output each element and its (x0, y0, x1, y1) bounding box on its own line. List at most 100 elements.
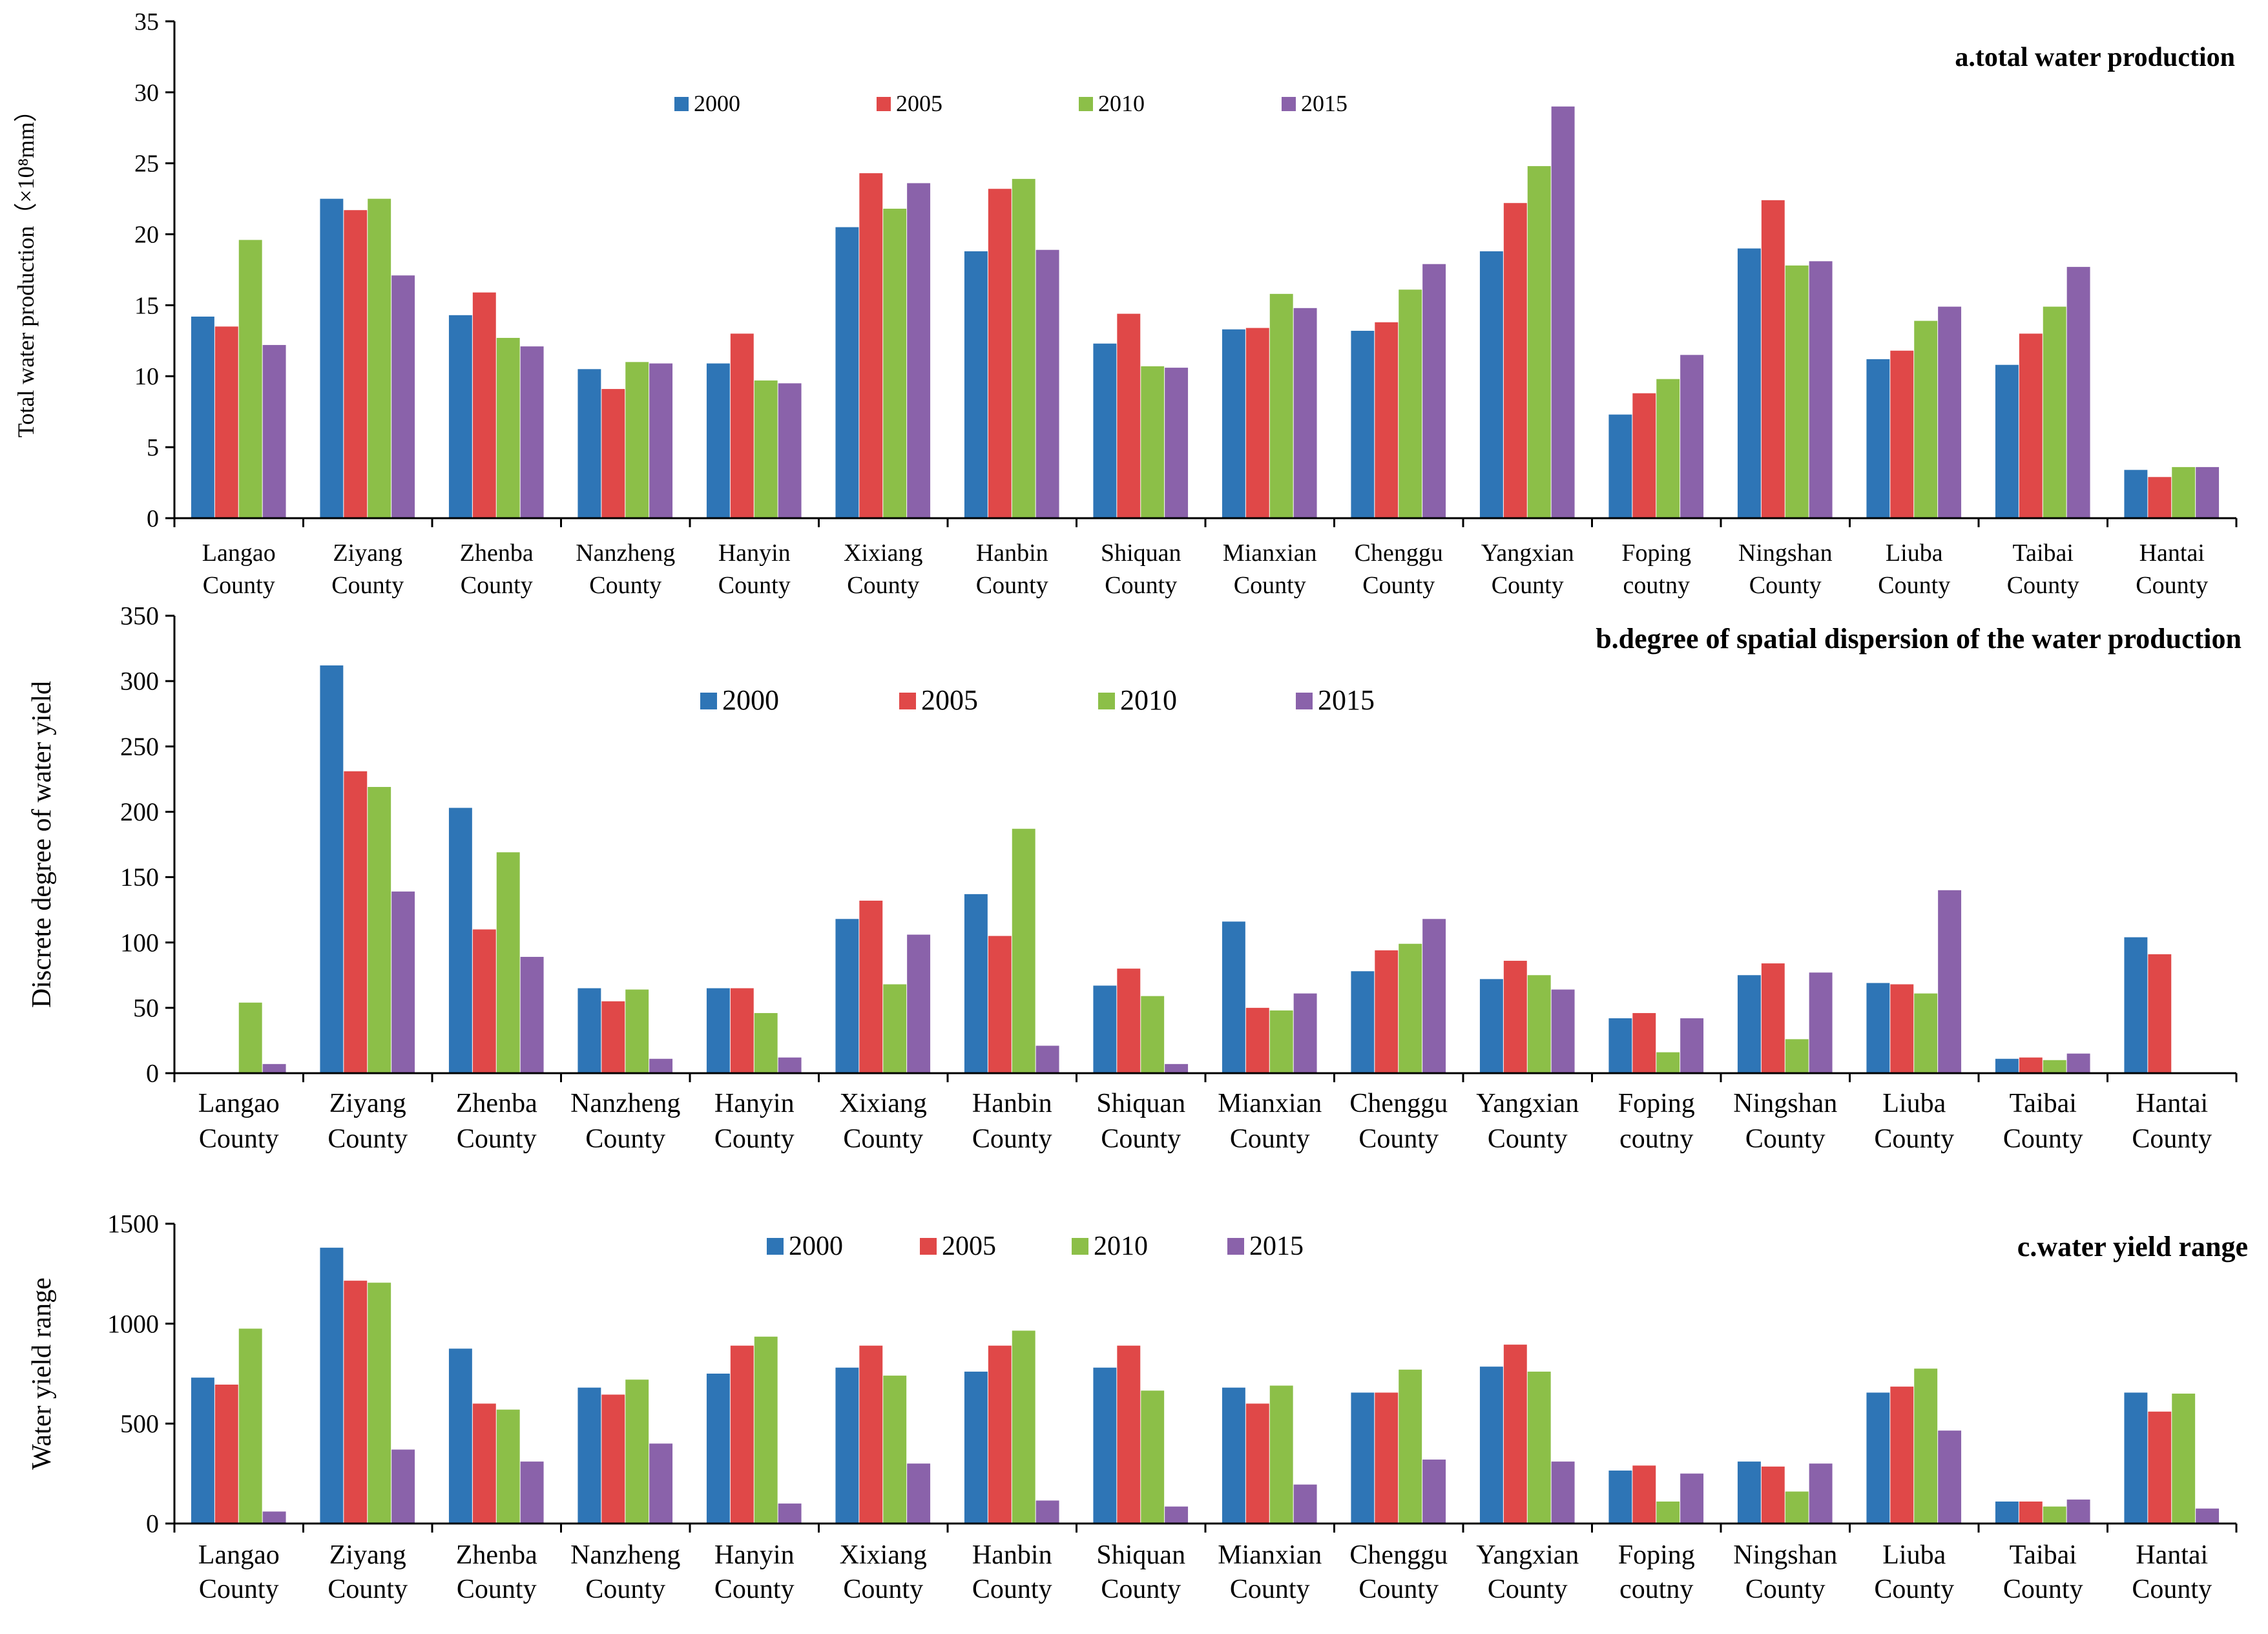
x-category-label-line2: County (1362, 572, 1435, 599)
bar-2010-hantai (2172, 1393, 2196, 1524)
x-category-label: Liuba (1882, 1089, 1946, 1118)
legend-label-2005: 2005 (942, 1231, 996, 1261)
bar-2005-foping (1632, 1465, 1656, 1524)
x-category-label: Ningshan (1733, 1089, 1837, 1118)
legend-swatch-2010 (1079, 97, 1093, 111)
x-category-label-line2: County (976, 572, 1048, 599)
bar-2010-foping (1656, 1501, 1680, 1524)
x-category-label: Ningshan (1733, 1540, 1837, 1570)
bar-2000-mianxian (1222, 329, 1245, 518)
bar-2000-chenggu (1351, 1392, 1375, 1524)
x-category-label-line2: County (2136, 572, 2208, 599)
bar-2005-mianxian (1245, 1007, 1269, 1073)
y-tick-label: 30 (134, 79, 159, 107)
bar-2005-xixiang (859, 900, 883, 1073)
bar-2015-ziyang (391, 1449, 415, 1524)
x-category-label: Zhenba (456, 1540, 537, 1570)
x-category-label-line2: County (718, 572, 791, 599)
x-category-label-line2: County (331, 572, 404, 599)
bar-2010-zhenba (496, 337, 520, 518)
bar-2005-liuba (1890, 350, 1914, 518)
bar-2005-ningshan (1761, 963, 1785, 1073)
bar-2010-hanbin (1012, 1330, 1035, 1524)
bar-2000-hanbin (964, 1371, 988, 1524)
legend-label-2000: 2000 (694, 90, 740, 116)
x-category-label-line2: County (199, 1124, 279, 1154)
bar-2005-hanbin (988, 189, 1012, 518)
x-category-label: Taibai (2010, 1540, 2077, 1570)
bar-2000-liuba (1866, 983, 1890, 1073)
bar-2010-nanzheng (625, 1379, 649, 1524)
bar-2000-langao (191, 317, 214, 518)
bar-2000-xixiang (835, 1367, 859, 1524)
bar-2015-hanyin (778, 1057, 802, 1073)
bar-2000-nanzheng (577, 369, 601, 518)
bar-2005-shiquan (1117, 969, 1141, 1073)
bar-2005-hantai (2148, 1411, 2172, 1524)
bar-2000-xixiang (835, 227, 859, 518)
legend-label-2000: 2000 (789, 1231, 843, 1261)
bar-2015-hantai (2196, 466, 2220, 518)
bar-2015-nanzheng (649, 1443, 673, 1524)
x-category-label-line2: County (972, 1575, 1052, 1604)
bar-2015-hanbin (1035, 1045, 1059, 1073)
bar-2015-zhenba (520, 956, 544, 1073)
bar-2005-taibai (2019, 1501, 2043, 1524)
bar-2015-ziyang (391, 891, 415, 1073)
legend-label-2010: 2010 (1120, 684, 1177, 716)
bar-2005-liuba (1890, 984, 1914, 1073)
x-category-label-line2: County (847, 572, 919, 599)
legend-label-2005: 2005 (896, 90, 942, 116)
x-category-label-line2: County (461, 572, 533, 599)
bar-2010-ziyang (368, 786, 391, 1073)
bar-2015-zhenba (520, 346, 544, 518)
bar-2005-ningshan (1761, 200, 1785, 518)
x-category-label: Zhenba (456, 1089, 537, 1118)
bar-2005-chenggu (1375, 1392, 1399, 1524)
bar-2010-mianxian (1269, 293, 1293, 518)
bar-2000-taibai (1995, 1058, 2019, 1073)
bar-2010-xixiang (883, 209, 907, 518)
x-category-label-line2: County (1230, 1124, 1310, 1154)
bar-2015-liuba (1938, 890, 1962, 1073)
bar-2015-ningshan (1809, 1463, 1833, 1524)
bar-2015-foping (1680, 1473, 1704, 1524)
x-category-label-line2: County (1358, 1575, 1439, 1604)
legend-swatch-2015 (1227, 1238, 1244, 1255)
bar-2010-ziyang (368, 1283, 391, 1524)
x-category-label: Ziyang (329, 1540, 406, 1570)
bar-2005-liuba (1890, 1387, 1914, 1524)
x-category-label-line2: County (1878, 572, 1950, 599)
bar-2000-ningshan (1737, 1461, 1761, 1524)
bar-2010-taibai (2043, 1060, 2066, 1073)
bar-2000-yangxian (1479, 251, 1503, 518)
x-category-label-line2: County (1874, 1124, 1954, 1154)
x-category-label: Xixiang (840, 1540, 927, 1570)
legend-label-2010: 2010 (1098, 90, 1145, 116)
bar-2010-chenggu (1399, 943, 1422, 1073)
bar-2015-mianxian (1293, 308, 1317, 518)
bar-2010-foping (1656, 1052, 1680, 1073)
x-category-label-line2: County (972, 1124, 1052, 1154)
x-category-label: Foping (1618, 1089, 1695, 1118)
x-category-label: Hanyin (714, 1540, 795, 1570)
bar-2010-shiquan (1141, 366, 1165, 518)
bar-2015-taibai (2066, 1053, 2090, 1073)
y-tick-label: 1000 (107, 1309, 159, 1338)
bar-2005-hanbin (988, 936, 1012, 1073)
bar-2010-ziyang (368, 198, 391, 518)
x-category-label: Shiquan (1096, 1540, 1185, 1570)
y-tick-label: 50 (133, 993, 159, 1022)
y-tick-label: 0 (146, 1509, 159, 1538)
bar-2015-langao (262, 1063, 286, 1073)
bar-2005-ningshan (1761, 1466, 1785, 1524)
x-category-label-line2: County (457, 1575, 537, 1604)
bar-2000-shiquan (1093, 343, 1117, 518)
bar-2015-ningshan (1809, 972, 1833, 1073)
bar-2000-hantai (2124, 1392, 2148, 1524)
x-category-label: Mianxian (1223, 539, 1317, 567)
x-category-label-line2: County (1488, 1575, 1568, 1604)
x-category-label-line2: County (2003, 1575, 2083, 1604)
x-category-label-line2: County (714, 1575, 795, 1604)
x-category-label: Langao (198, 1089, 280, 1118)
